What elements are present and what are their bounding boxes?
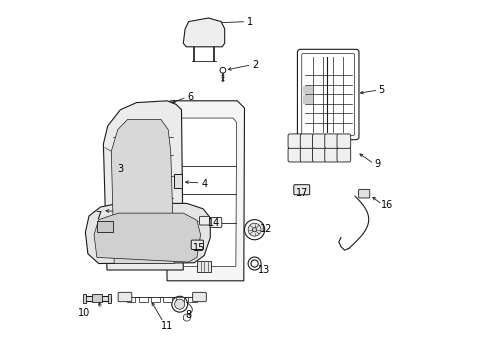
Text: 12: 12 — [260, 224, 272, 234]
Bar — [303, 86, 312, 94]
Circle shape — [183, 314, 190, 321]
FancyBboxPatch shape — [293, 185, 309, 195]
FancyBboxPatch shape — [312, 134, 325, 148]
Text: 8: 8 — [185, 310, 191, 320]
Text: 2: 2 — [252, 60, 258, 70]
FancyBboxPatch shape — [192, 292, 206, 302]
Polygon shape — [103, 101, 183, 270]
Text: 10: 10 — [78, 308, 90, 318]
Circle shape — [171, 296, 187, 312]
Text: 5: 5 — [377, 85, 384, 95]
Text: 9: 9 — [374, 159, 380, 169]
FancyBboxPatch shape — [199, 216, 209, 225]
Text: 11: 11 — [161, 321, 173, 331]
FancyBboxPatch shape — [358, 189, 369, 198]
Polygon shape — [85, 203, 210, 264]
Text: 3: 3 — [117, 164, 123, 174]
FancyBboxPatch shape — [174, 174, 182, 188]
FancyBboxPatch shape — [336, 148, 350, 162]
FancyBboxPatch shape — [312, 148, 325, 162]
Text: 17: 17 — [295, 188, 307, 198]
FancyBboxPatch shape — [118, 292, 132, 302]
Bar — [126, 297, 135, 302]
FancyBboxPatch shape — [324, 134, 338, 148]
Bar — [91, 294, 102, 302]
Text: 7: 7 — [95, 211, 102, 221]
Text: 4: 4 — [202, 179, 207, 189]
Text: 6: 6 — [187, 92, 193, 102]
Circle shape — [247, 257, 261, 270]
Bar — [84, 296, 111, 301]
FancyBboxPatch shape — [324, 148, 338, 162]
Circle shape — [220, 67, 225, 73]
FancyBboxPatch shape — [191, 240, 203, 249]
FancyBboxPatch shape — [300, 134, 313, 148]
FancyBboxPatch shape — [197, 261, 211, 272]
Bar — [303, 95, 312, 104]
Text: 15: 15 — [193, 243, 205, 253]
Circle shape — [250, 260, 258, 267]
FancyBboxPatch shape — [336, 134, 350, 148]
Text: 1: 1 — [246, 17, 252, 27]
Polygon shape — [164, 101, 244, 281]
FancyBboxPatch shape — [300, 148, 313, 162]
Polygon shape — [183, 18, 224, 47]
Polygon shape — [94, 213, 200, 262]
Text: 16: 16 — [380, 200, 392, 210]
Bar — [187, 297, 196, 302]
FancyBboxPatch shape — [297, 49, 358, 140]
Bar — [82, 294, 85, 303]
FancyBboxPatch shape — [209, 217, 222, 228]
FancyBboxPatch shape — [287, 134, 301, 148]
Bar — [151, 297, 160, 302]
Bar — [108, 294, 111, 303]
Circle shape — [244, 220, 264, 240]
Text: 14: 14 — [207, 218, 220, 228]
FancyBboxPatch shape — [301, 54, 354, 135]
Polygon shape — [111, 120, 174, 264]
Bar — [97, 221, 113, 232]
Circle shape — [174, 299, 184, 309]
Bar — [163, 297, 172, 302]
Circle shape — [252, 228, 256, 232]
Circle shape — [247, 223, 261, 236]
Bar — [139, 297, 147, 302]
Polygon shape — [172, 118, 236, 266]
FancyBboxPatch shape — [287, 148, 301, 162]
Text: 13: 13 — [258, 265, 270, 275]
Bar — [175, 297, 184, 302]
